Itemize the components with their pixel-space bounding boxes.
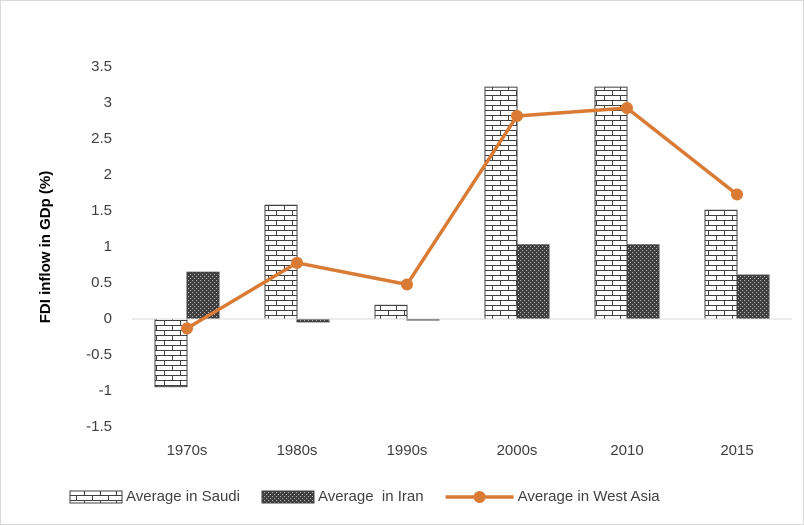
y-tick-label: 2: [104, 166, 112, 183]
line-point: [291, 256, 303, 269]
legend-label: Average in West Asia: [518, 488, 661, 505]
legend-swatch: [261, 490, 315, 504]
legend-label: Average in Iran: [318, 488, 424, 505]
x-tick-label: 2000s: [497, 442, 538, 459]
x-tick-label: 1990s: [387, 442, 428, 459]
line-point: [511, 109, 523, 122]
y-tick-label: -0.5: [86, 346, 112, 363]
line-point: [181, 322, 193, 335]
y-tick-label: 0: [104, 310, 112, 327]
y-tick-label: 2.5: [91, 130, 112, 147]
x-tick-label: 2015: [720, 442, 753, 459]
bar: [736, 274, 770, 320]
bar: [374, 304, 408, 320]
legend-swatch: [69, 490, 123, 504]
y-tick-label: 3.5: [91, 58, 112, 75]
y-tick-label: 1.5: [91, 202, 112, 219]
line-point: [621, 102, 633, 115]
legend-label: Average in Saudi: [126, 488, 240, 505]
bar: [704, 209, 738, 320]
bar: [516, 244, 550, 320]
x-tick-label: 1970s: [167, 442, 208, 459]
y-tick-label: 1: [104, 238, 112, 255]
y-tick-label: -1.5: [86, 418, 112, 435]
y-tick-label: 3: [104, 94, 112, 111]
line: [186, 106, 739, 330]
line-point: [731, 188, 743, 201]
x-tick-label: 2010: [610, 442, 643, 459]
y-tick-label: -1: [99, 382, 112, 399]
x-tick-label: 1980s: [277, 442, 318, 459]
bar: [626, 244, 660, 320]
legend-swatch: [473, 491, 486, 503]
y-tick-label: 0.5: [91, 274, 112, 291]
line-point: [401, 278, 413, 291]
bar: [594, 86, 628, 320]
y-axis-label: FDI inflow in GDp (%): [37, 171, 54, 323]
